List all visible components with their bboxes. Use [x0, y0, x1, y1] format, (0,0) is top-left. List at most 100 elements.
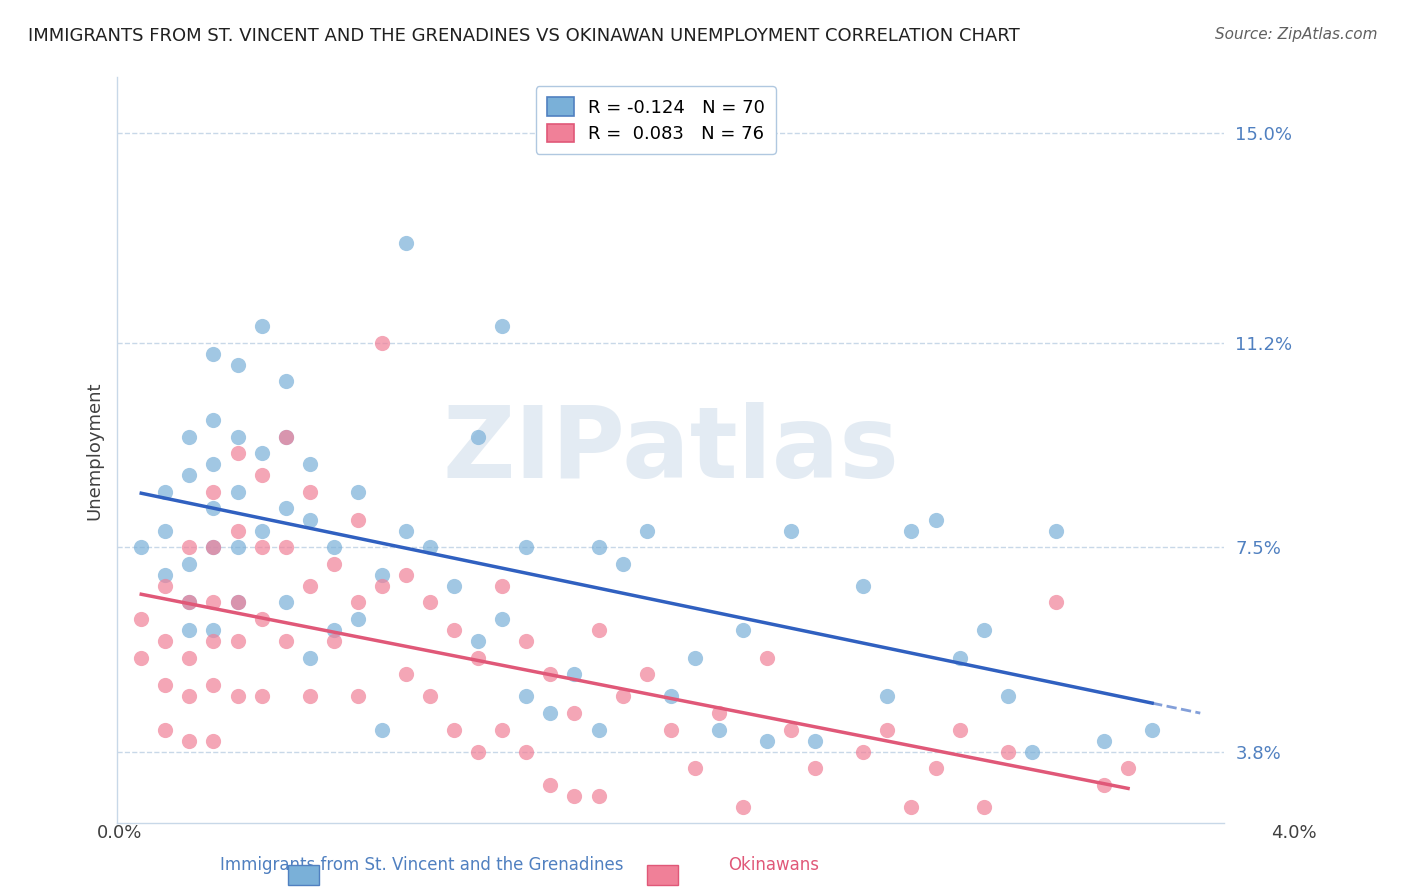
Point — [659, 690, 682, 704]
Point — [515, 690, 537, 704]
Point — [226, 524, 249, 538]
Point — [924, 512, 946, 526]
Text: 4.0%: 4.0% — [1271, 824, 1316, 842]
Point — [202, 540, 225, 554]
Point — [443, 579, 465, 593]
Point — [179, 595, 201, 609]
Point — [202, 623, 225, 637]
Point — [179, 468, 201, 483]
Point — [804, 733, 827, 747]
Point — [612, 690, 634, 704]
Point — [250, 540, 273, 554]
Point — [564, 706, 586, 720]
Point — [202, 501, 225, 516]
Point — [322, 540, 344, 554]
Point — [1045, 524, 1067, 538]
Point — [129, 650, 152, 665]
Point — [1116, 761, 1139, 775]
Point — [274, 501, 297, 516]
Point — [371, 335, 394, 350]
Point — [538, 778, 561, 792]
Point — [155, 484, 177, 499]
Point — [298, 690, 321, 704]
Point — [683, 650, 706, 665]
Text: ZIPatlas: ZIPatlas — [443, 402, 900, 499]
Point — [250, 690, 273, 704]
Point — [395, 236, 418, 251]
Point — [491, 612, 513, 626]
Point — [129, 612, 152, 626]
Point — [179, 430, 201, 444]
Point — [371, 723, 394, 737]
Y-axis label: Unemployment: Unemployment — [86, 381, 103, 520]
Point — [636, 524, 658, 538]
Text: Immigrants from St. Vincent and the Grenadines: Immigrants from St. Vincent and the Gren… — [221, 856, 623, 874]
Point — [202, 634, 225, 648]
Point — [226, 690, 249, 704]
Point — [202, 413, 225, 427]
Point — [515, 540, 537, 554]
Point — [155, 524, 177, 538]
Point — [948, 723, 970, 737]
Point — [250, 319, 273, 334]
Point — [155, 567, 177, 582]
Point — [347, 690, 370, 704]
Point — [804, 761, 827, 775]
Point — [250, 612, 273, 626]
Point — [538, 706, 561, 720]
Point — [322, 557, 344, 571]
Point — [443, 623, 465, 637]
Point — [683, 761, 706, 775]
Point — [226, 595, 249, 609]
Point — [395, 667, 418, 681]
Point — [274, 634, 297, 648]
Point — [948, 650, 970, 665]
Point — [274, 595, 297, 609]
Point — [155, 579, 177, 593]
Point — [129, 540, 152, 554]
Point — [419, 540, 441, 554]
Point — [202, 540, 225, 554]
Point — [250, 524, 273, 538]
Text: Source: ZipAtlas.com: Source: ZipAtlas.com — [1215, 27, 1378, 42]
Point — [588, 723, 610, 737]
Point — [347, 595, 370, 609]
Point — [298, 579, 321, 593]
Point — [179, 557, 201, 571]
Point — [274, 430, 297, 444]
Point — [155, 634, 177, 648]
Point — [371, 567, 394, 582]
Point — [467, 634, 489, 648]
Point — [515, 634, 537, 648]
Point — [419, 690, 441, 704]
Point — [179, 733, 201, 747]
Point — [274, 430, 297, 444]
Point — [298, 457, 321, 471]
Point — [395, 567, 418, 582]
Point — [515, 745, 537, 759]
Point — [731, 800, 754, 814]
Point — [1092, 733, 1115, 747]
Point — [419, 595, 441, 609]
Point — [876, 723, 898, 737]
Point — [1021, 745, 1043, 759]
Point — [1140, 723, 1163, 737]
Point — [202, 595, 225, 609]
Point — [322, 623, 344, 637]
Point — [467, 430, 489, 444]
Point — [900, 524, 922, 538]
Point — [973, 800, 995, 814]
Point — [612, 557, 634, 571]
Point — [179, 690, 201, 704]
Point — [491, 579, 513, 593]
Point — [1045, 595, 1067, 609]
Point — [226, 634, 249, 648]
Point — [226, 446, 249, 460]
Point — [538, 667, 561, 681]
Point — [756, 650, 779, 665]
Point — [588, 540, 610, 554]
Point — [756, 733, 779, 747]
Point — [731, 623, 754, 637]
Point — [997, 690, 1019, 704]
Point — [274, 540, 297, 554]
